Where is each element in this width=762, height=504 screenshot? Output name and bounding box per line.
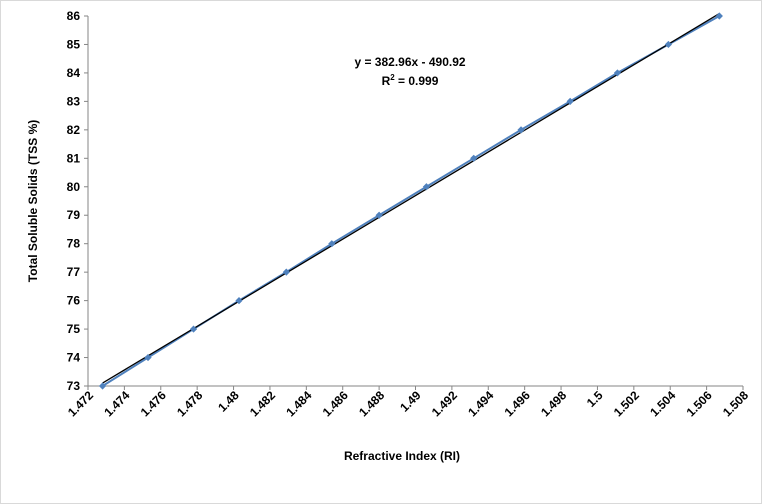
x-tick-label: 1.494 bbox=[465, 388, 496, 419]
data-point-marker bbox=[613, 69, 622, 77]
data-point-marker bbox=[664, 40, 673, 49]
x-tick-label: 1.482 bbox=[247, 388, 278, 419]
x-tick-label: 1.476 bbox=[138, 388, 169, 419]
data-point-marker bbox=[566, 97, 574, 105]
y-tick-label: 76 bbox=[67, 294, 81, 308]
x-tick-label: 1.504 bbox=[647, 388, 678, 419]
x-axis-ticks: 1.472 1.474 1.476 1.478 1.48 1.482 1.484 1.486 1… bbox=[65, 386, 751, 419]
x-tick-label: 1.49 bbox=[397, 388, 424, 415]
x-tick-label: 1.48 bbox=[215, 388, 242, 415]
data-points bbox=[98, 12, 723, 390]
y-tick-label: 75 bbox=[67, 322, 81, 336]
data-point-marker bbox=[470, 154, 478, 162]
y-tick-label: 78 bbox=[67, 237, 81, 251]
data-point-marker bbox=[144, 353, 152, 362]
y-tick-label: 80 bbox=[67, 180, 81, 194]
r-squared-label: R2 = 0.999 bbox=[382, 73, 439, 88]
data-point-marker bbox=[189, 325, 198, 333]
y-tick-label: 77 bbox=[67, 265, 81, 279]
x-tick-label: 1.508 bbox=[720, 388, 751, 419]
y-tick-label: 85 bbox=[67, 37, 81, 51]
x-tick-label: 1.478 bbox=[174, 388, 205, 419]
x-axis-title: Refractive Index (RI) bbox=[344, 449, 460, 463]
y-axis-title: Total Soluble Solids (TSS %) bbox=[26, 120, 40, 282]
data-point-marker bbox=[375, 211, 383, 219]
data-point-marker bbox=[422, 183, 431, 191]
data-point-marker bbox=[715, 12, 723, 20]
y-tick-label: 81 bbox=[67, 151, 81, 165]
x-tick-label: 1.506 bbox=[684, 388, 715, 419]
y-tick-label: 82 bbox=[67, 123, 81, 137]
y-tick-label: 84 bbox=[67, 66, 81, 80]
data-point-marker bbox=[328, 240, 336, 248]
y-tick-label: 79 bbox=[67, 208, 81, 222]
x-tick-label: 1.502 bbox=[611, 388, 642, 419]
trendline-equation: y = 382.96x - 490.92 bbox=[354, 55, 465, 69]
x-tick-label: 1.5 bbox=[584, 388, 606, 410]
y-tick-label: 74 bbox=[67, 351, 81, 365]
x-tick-label: 1.474 bbox=[101, 388, 132, 419]
data-point-marker bbox=[517, 126, 525, 134]
x-tick-label: 1.496 bbox=[502, 388, 533, 419]
x-tick-label: 1.498 bbox=[538, 388, 569, 419]
data-point-marker bbox=[98, 382, 107, 390]
data-point-marker bbox=[235, 297, 243, 305]
y-axis-ticks: 73 74 75 76 77 78 79 80 81 82 83 84 85 86 bbox=[67, 9, 88, 393]
x-tick-label: 1.486 bbox=[320, 388, 351, 419]
data-point-marker bbox=[282, 268, 290, 276]
y-tick-label: 83 bbox=[67, 94, 81, 108]
x-tick-label: 1.492 bbox=[429, 388, 460, 419]
x-tick-label: 1.488 bbox=[356, 388, 387, 419]
y-tick-label: 86 bbox=[67, 9, 81, 23]
x-tick-label: 1.484 bbox=[283, 388, 314, 419]
y-tick-label: 73 bbox=[67, 379, 81, 393]
